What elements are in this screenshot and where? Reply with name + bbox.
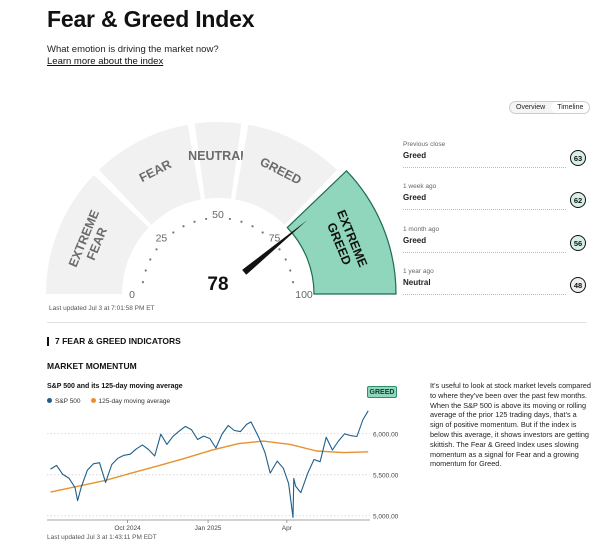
gauge-dot bbox=[240, 220, 243, 223]
history-label: 1 month ago bbox=[403, 226, 440, 233]
history-score-badge: 48 bbox=[570, 277, 586, 293]
history-score-badge: 63 bbox=[570, 150, 586, 166]
gauge-needle bbox=[242, 220, 308, 275]
tab-overview[interactable]: Overview bbox=[516, 104, 546, 111]
gauge-last-updated: Last updated Jul 3 at 7:01:58 PM ET bbox=[49, 305, 155, 312]
legend-dot-moving-average bbox=[90, 397, 96, 403]
history-label: 1 year ago bbox=[403, 268, 434, 275]
gauge-segment-extreme-greed bbox=[286, 169, 397, 295]
momentum-status-badge: GREED bbox=[367, 386, 397, 398]
gauge-segment-fear bbox=[98, 124, 201, 225]
gauge-tick-label: 100 bbox=[295, 289, 313, 301]
gauge-dot bbox=[172, 231, 175, 234]
gauge-tick-label: 0 bbox=[129, 289, 135, 301]
gauge-tick-label: 25 bbox=[156, 232, 168, 244]
history-row: Previous close Greed 63 bbox=[403, 141, 586, 171]
gauge-value: 78 bbox=[207, 274, 228, 295]
legend-moving-average: 125-day moving average bbox=[90, 397, 170, 405]
history-leader-line bbox=[403, 294, 566, 295]
chart-legend: S&P 500 125-day moving average bbox=[47, 397, 170, 405]
gauge-dot bbox=[251, 225, 254, 228]
history-sentiment: Greed bbox=[403, 236, 427, 245]
history-leader-line bbox=[403, 252, 566, 253]
gauge-tick-label: 75 bbox=[269, 232, 281, 244]
gauge-dot bbox=[289, 269, 292, 272]
gauge-dot bbox=[278, 248, 281, 251]
indicators-heading: 7 FEAR & GREED INDICATORS bbox=[47, 337, 181, 346]
x-tick-label: Jan 2025 bbox=[195, 525, 222, 532]
history-sentiment: Neutral bbox=[403, 278, 431, 287]
section-divider bbox=[47, 322, 587, 323]
gauge-dot bbox=[291, 281, 295, 284]
market-momentum-heading: MARKET MOMENTUM bbox=[47, 361, 137, 371]
history-leader-line bbox=[403, 167, 566, 168]
sp500-line bbox=[50, 410, 369, 518]
history-row: 1 year ago Neutral 48 bbox=[403, 268, 586, 298]
history-score-badge: 62 bbox=[570, 192, 586, 208]
history-row: 1 month ago Greed 56 bbox=[403, 226, 586, 256]
gauge-segment-greed bbox=[235, 124, 338, 225]
y-tick-label: 5,500.00 bbox=[373, 472, 399, 479]
gauge-dot bbox=[284, 258, 287, 261]
gauge-label-neutral: NEUTRAL bbox=[188, 149, 248, 163]
y-tick-label: 6,000.00 bbox=[373, 431, 399, 438]
gauge-dot bbox=[141, 281, 145, 284]
momentum-description: It’s useful to look at stock market leve… bbox=[430, 381, 591, 469]
gauge-dot bbox=[149, 258, 152, 261]
y-tick-label: 5,000.00 bbox=[373, 513, 399, 520]
history-sentiment: Greed bbox=[403, 193, 427, 202]
x-tick-label: Apr bbox=[282, 525, 293, 532]
learn-more-link[interactable]: Learn more about the index bbox=[47, 56, 164, 67]
page-title: Fear & Greed Index bbox=[47, 6, 255, 32]
gauge-segment-neutral bbox=[194, 122, 242, 199]
tab-timeline[interactable]: Timeline bbox=[551, 102, 590, 113]
gauge-center-disc bbox=[180, 256, 256, 310]
gauge-dot bbox=[261, 231, 264, 234]
gauge-dot bbox=[228, 217, 231, 221]
gauge-dot bbox=[155, 248, 158, 251]
view-toggle: Overview Timeline bbox=[509, 101, 591, 114]
x-tick-label: Oct 2024 bbox=[114, 525, 141, 532]
history-score-badge: 56 bbox=[570, 235, 586, 251]
legend-sp500: S&P 500 bbox=[47, 397, 81, 405]
chart-last-updated: Last updated Jul 3 at 1:43:11 PM EDT bbox=[47, 534, 157, 541]
history-label: Previous close bbox=[403, 141, 446, 148]
gauge-dot bbox=[144, 269, 147, 272]
moving-average-line bbox=[50, 440, 369, 493]
gauge-dot bbox=[182, 225, 185, 228]
history-sentiment: Greed bbox=[403, 151, 427, 160]
history-leader-line bbox=[403, 209, 566, 210]
page-subtitle: What emotion is driving the market now? bbox=[47, 44, 219, 55]
history-row: 1 week ago Greed 62 bbox=[403, 183, 586, 213]
legend-dot-sp500 bbox=[47, 397, 52, 403]
gauge-dot bbox=[205, 217, 208, 221]
gauge-segment-extreme-fear bbox=[46, 174, 149, 294]
gauge-dot bbox=[193, 220, 196, 223]
chart-title: S&P 500 and its 125-day moving average bbox=[47, 383, 183, 390]
gauge-tick-label: 50 bbox=[212, 209, 224, 221]
history-label: 1 week ago bbox=[403, 183, 437, 190]
